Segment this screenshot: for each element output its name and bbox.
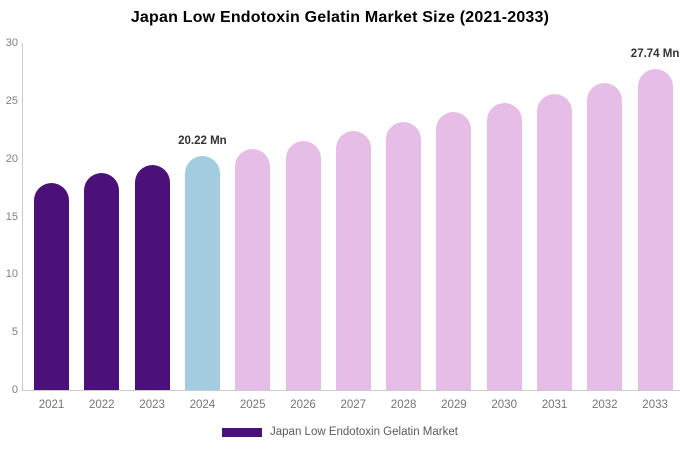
bar-2025[interactable] (235, 148, 271, 390)
bar-2022[interactable] (84, 172, 120, 390)
x-axis-label-2027: 2027 (340, 399, 367, 411)
legend-item-label: Japan Low Endotoxin Gelatin Market (270, 426, 458, 438)
bar-2033[interactable] (637, 69, 673, 390)
x-axis-label-2028: 2028 (390, 399, 417, 411)
chart-title: Japan Low Endotoxin Gelatin Market Size … (130, 9, 550, 26)
bar-2027[interactable] (335, 130, 371, 390)
legend-swatch-icon (222, 427, 263, 437)
x-axis-line (22, 390, 680, 391)
x-axis-label-2031: 2031 (541, 399, 568, 411)
y-axis-tick-label-20: 20 (5, 152, 18, 165)
x-axis-label-2029: 2029 (441, 399, 467, 411)
x-axis-label-2024: 2024 (189, 399, 216, 411)
chart-legend: Japan Low Endotoxin Gelatin Market (0, 426, 680, 438)
x-axis-label-2026: 2026 (290, 399, 316, 411)
legend-item[interactable]: Japan Low Endotoxin Gelatin Market (222, 426, 458, 438)
y-axis-tick-label-15: 15 (5, 210, 18, 223)
x-axis-label-2033: 2033 (642, 399, 668, 411)
bar-2026[interactable] (285, 140, 321, 390)
bar-2028[interactable] (386, 121, 422, 390)
bar-2024[interactable] (184, 156, 220, 390)
bar-value-label-2033: 27.74 Mn (630, 48, 680, 61)
bar-2029[interactable] (436, 112, 472, 390)
x-axis-label-2025: 2025 (239, 399, 266, 411)
x-axis-label-2032: 2032 (592, 399, 618, 411)
y-axis-tick-label-5: 5 (11, 326, 18, 339)
y-axis-line (22, 43, 23, 391)
x-axis-label-2022: 2022 (89, 399, 115, 411)
bar-2031[interactable] (537, 93, 572, 390)
y-axis-tick-label-10: 10 (5, 268, 18, 281)
x-axis-label-2021: 2021 (38, 399, 65, 411)
y-axis-tick-label-30: 30 (5, 37, 18, 49)
bar-2030[interactable] (486, 103, 522, 390)
bar-2023[interactable] (134, 165, 170, 390)
bar-value-label-2024: 20.22 Mn (178, 135, 227, 148)
x-axis-label-2030: 2030 (491, 399, 517, 411)
bar-2032[interactable] (587, 83, 623, 390)
y-axis-tick-label-25: 25 (5, 94, 18, 107)
x-axis-label-2023: 2023 (139, 399, 165, 411)
y-axis-tick-label-0: 0 (11, 384, 18, 396)
bar-2021[interactable] (34, 182, 69, 390)
